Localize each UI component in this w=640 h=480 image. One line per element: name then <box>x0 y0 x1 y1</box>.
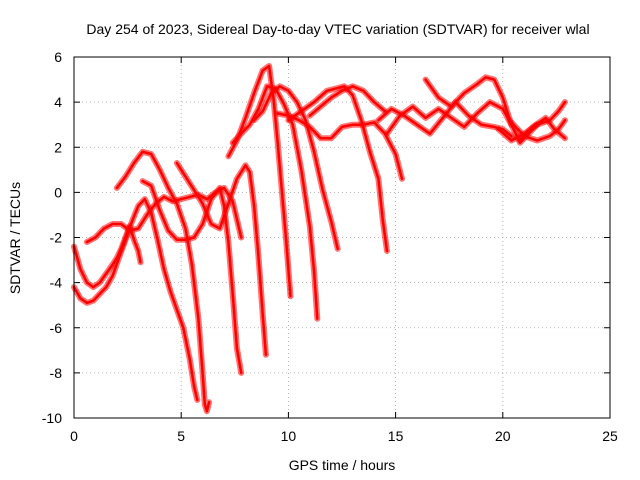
y-tick-label: 6 <box>54 49 62 65</box>
y-axis-label: SDTVAR / TECUs <box>7 182 23 294</box>
plot-series <box>71 63 568 415</box>
series-sat-b-core <box>72 224 142 289</box>
series-sat-g-core <box>227 64 292 298</box>
y-tick-label: -8 <box>50 365 63 381</box>
series-sat-n-core <box>385 100 513 135</box>
y-tick-label: -6 <box>50 320 63 336</box>
series-sat-a-core <box>72 197 199 402</box>
x-tick-label: 5 <box>177 428 185 444</box>
y-tick-label: -4 <box>50 275 63 291</box>
x-tick-label: 0 <box>70 428 78 444</box>
series-sat-l-core <box>308 85 387 117</box>
series-sat-i-core <box>252 85 339 251</box>
series-sat-e-core <box>141 179 243 375</box>
x-tick-label: 25 <box>602 428 618 444</box>
series-sat-d-core <box>115 150 211 413</box>
series-sat-i <box>251 83 341 252</box>
y-tick-label: -2 <box>50 230 63 246</box>
series-sat-f-core <box>175 161 268 357</box>
x-tick-label: 20 <box>495 428 511 444</box>
series-sat-q-core <box>510 118 567 142</box>
axis-ticks: 0 5 10 15 20 25 -10 -8 -6 -4 -2 0 2 4 6 <box>42 49 618 444</box>
y-tick-label: 2 <box>54 139 62 155</box>
x-tick-label: 10 <box>281 428 297 444</box>
series-sat-h-core <box>231 85 319 320</box>
y-tick-label: 0 <box>54 184 62 200</box>
y-tick-label: 4 <box>54 94 62 110</box>
chart-title: Day 254 of 2023, Sidereal Day-to-day VTE… <box>86 21 589 37</box>
series-sat-r-core <box>518 116 567 142</box>
x-axis-label: GPS time / hours <box>289 457 396 473</box>
x-tick-label: 15 <box>388 428 404 444</box>
y-tick-label: -10 <box>42 410 62 426</box>
